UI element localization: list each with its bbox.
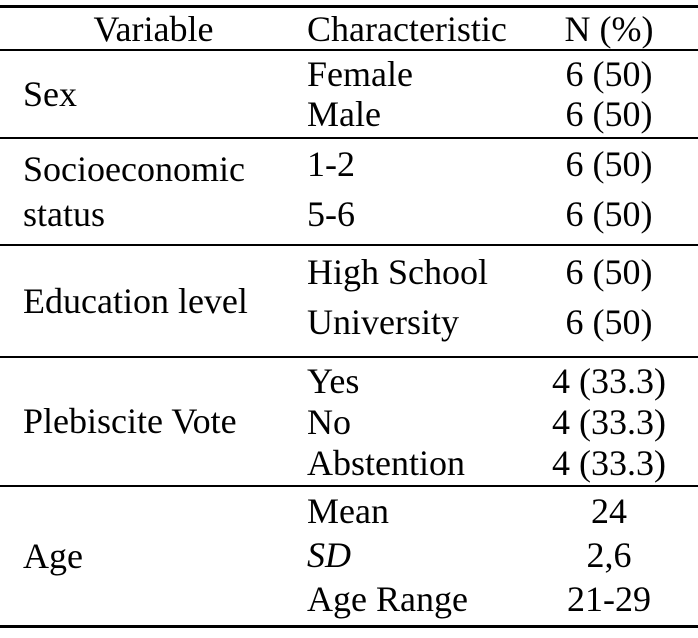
n-value-cell: 4 (33.3) [552,401,666,442]
variable-cell: Socioeconomic status [23,148,245,234]
variable-cell: Plebiscite Vote [23,401,237,441]
table-row: No 4 (33.3) [307,401,698,442]
variable-cell: Age [23,535,83,576]
section-rows: High School 6 (50) University 6 (50) [307,246,698,356]
n-value-cell: 21-29 [567,579,651,619]
characteristic-cell: High School [307,252,489,292]
n-value-cell: 6 (50) [565,194,653,234]
table-row: Female 6 (50) [307,54,698,94]
n-value-cell: 4 (33.3) [552,360,666,401]
characteristic-cell: Mean [307,491,389,531]
section-rows: Female 6 (50) Male 6 (50) [307,51,698,137]
table-row: SD 2,6 [307,533,698,577]
section-rows: Mean 24 SD 2,6 Age Range 21-29 [307,487,698,625]
table-row: Male 6 (50) [307,94,698,134]
characteristic-cell: Age Range [307,579,468,619]
n-value-cell: 24 [591,491,627,531]
column-header-variable: Variable [93,8,214,49]
table-section-age: Age Mean 24 SD 2,6 Age Range 21-29 [0,487,698,625]
demographics-table: Variable Characteristic N (%) Sex Female… [0,5,698,628]
variable-cell: Education level [23,280,248,321]
table-section-sex: Sex Female 6 (50) Male 6 (50) [0,51,698,139]
table-section-plebiscite-vote: Plebiscite Vote Yes 4 (33.3) No 4 (33.3)… [0,358,698,487]
table-header-row: Variable Characteristic N (%) [0,8,698,51]
table-row: High School 6 (50) [307,247,698,297]
n-value-cell: 4 (33.3) [552,442,666,483]
characteristic-cell: Male [307,94,381,134]
characteristic-cell: 5-6 [307,194,355,234]
table-row: University 6 (50) [307,297,698,347]
section-rows: Yes 4 (33.3) No 4 (33.3) Abstention 4 (3… [307,358,698,485]
table-row: 1-2 6 (50) [307,139,698,189]
n-value-cell: 6 (50) [565,302,653,342]
variable-cell: Sex [23,73,77,114]
n-value-cell: 2,6 [586,535,632,575]
characteristic-cell: Abstention [307,442,465,483]
table-row: Abstention 4 (33.3) [307,442,698,483]
characteristic-cell-sd: SD [307,535,351,575]
n-value-cell: 6 (50) [565,54,653,94]
n-value-cell: 6 (50) [565,144,653,184]
characteristic-cell: University [307,302,459,342]
column-header-n-percent: N (%) [564,8,654,49]
characteristic-cell: 1-2 [307,144,355,184]
section-rows: 1-2 6 (50) 5-6 6 (50) [307,139,698,244]
n-value-cell: 6 (50) [565,252,653,292]
table-row: Yes 4 (33.3) [307,360,698,401]
characteristic-cell: Yes [307,360,360,401]
column-header-characteristic: Characteristic [307,8,507,49]
table-row: 5-6 6 (50) [307,189,698,239]
characteristic-cell: No [307,401,351,442]
table-row: Age Range 21-29 [307,577,698,621]
table-row: Mean 24 [307,489,698,533]
characteristic-cell: Female [307,54,413,94]
n-value-cell: 6 (50) [565,94,653,134]
table-section-socioeconomic-status: Socioeconomic status 1-2 6 (50) 5-6 6 (5… [0,139,698,246]
table-section-education-level: Education level High School 6 (50) Unive… [0,246,698,358]
